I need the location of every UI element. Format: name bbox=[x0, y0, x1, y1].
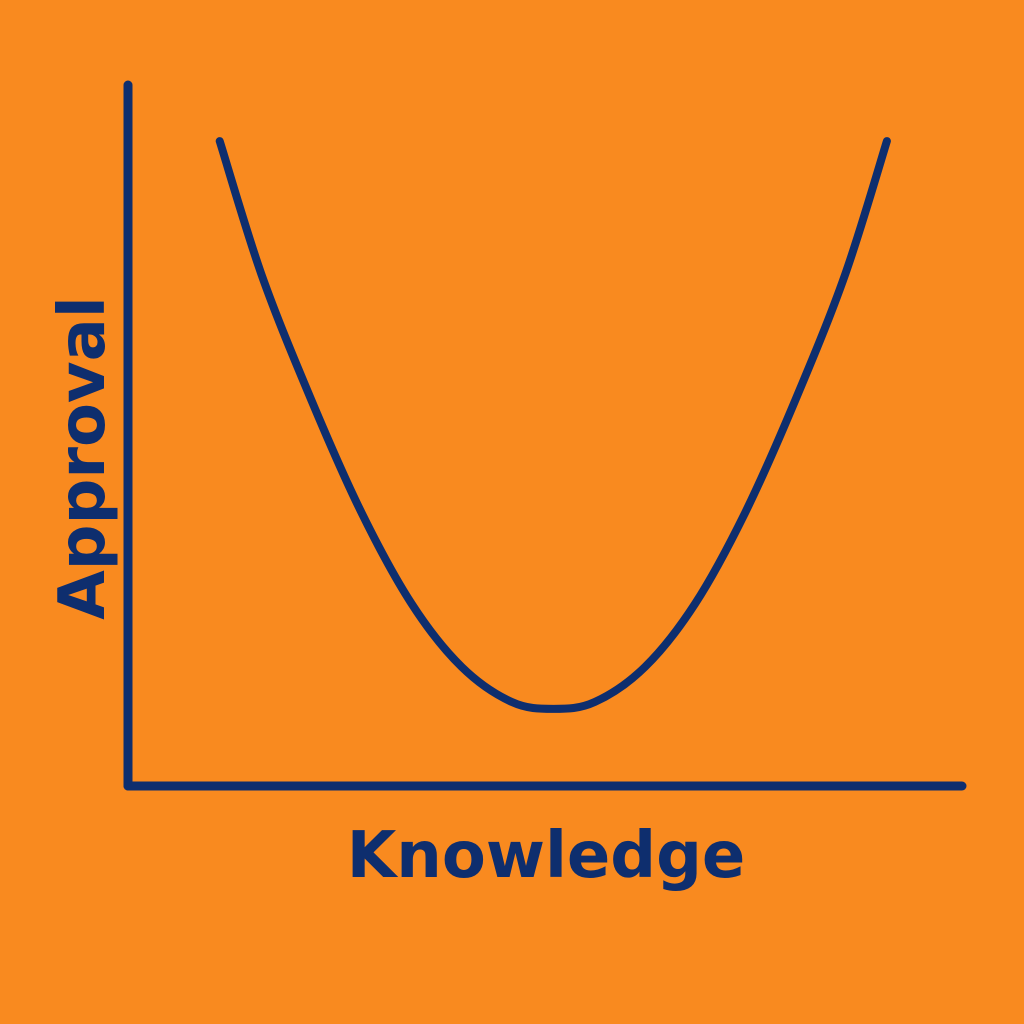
series-line bbox=[215, 137, 891, 713]
y-axis-label: Approval bbox=[46, 296, 120, 620]
x-axis-label: Knowledge bbox=[347, 819, 746, 893]
